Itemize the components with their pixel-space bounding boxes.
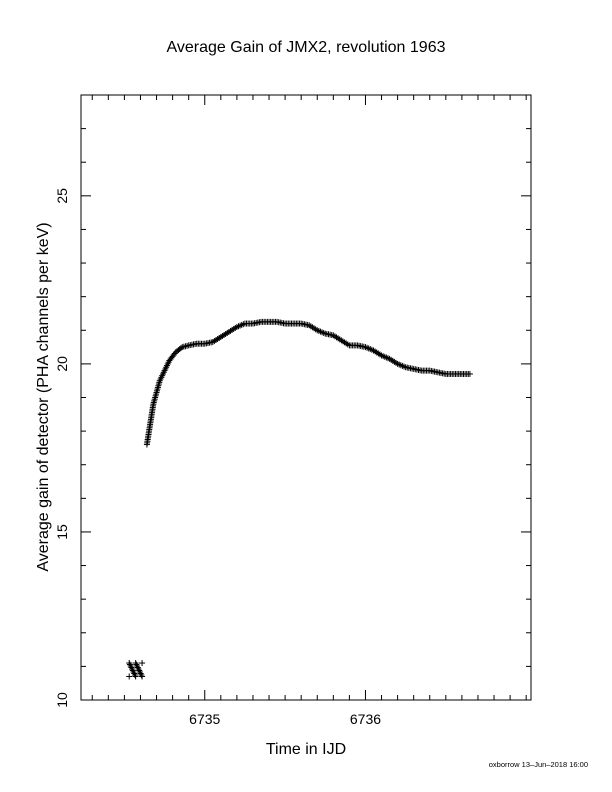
data-point <box>131 670 138 677</box>
credit-footer: oxborrow 13–Jun–2018 16:00 <box>489 760 588 769</box>
data-point <box>136 667 143 674</box>
data-point <box>466 370 473 377</box>
data-point <box>126 673 133 680</box>
data-point <box>132 660 139 667</box>
data-point <box>138 671 145 678</box>
data-point <box>139 660 146 667</box>
data-point <box>139 673 146 680</box>
y-tick-label: 10 <box>54 692 70 708</box>
data-point <box>133 661 140 668</box>
x-tick-label: 6735 <box>189 711 220 727</box>
chart-title: Average Gain of JMX2, revolution 1963 <box>167 39 446 56</box>
x-axis: 6735 6736 <box>91 95 527 727</box>
data-point <box>177 345 184 352</box>
data-point <box>135 666 142 673</box>
x-axis-label: Time in IJD <box>266 741 346 758</box>
data-point <box>128 664 135 671</box>
data-point <box>136 668 143 675</box>
data-points <box>126 318 473 680</box>
data-point <box>126 660 133 667</box>
data-point <box>127 663 134 670</box>
data-point <box>134 663 141 670</box>
data-point <box>131 671 138 678</box>
data-point <box>126 661 133 668</box>
y-tick-label: 20 <box>54 356 70 372</box>
y-axis: 10 15 20 25 <box>54 94 531 708</box>
data-point <box>132 673 139 680</box>
x-tick-label: 6736 <box>350 711 381 727</box>
y-tick-label: 25 <box>54 188 70 204</box>
data-point <box>134 664 141 671</box>
data-point <box>129 667 136 674</box>
plot-frame <box>80 94 532 701</box>
y-tick-label: 15 <box>54 524 70 540</box>
data-point <box>130 668 137 675</box>
data-point <box>129 666 136 673</box>
y-axis-label: Average gain of detector (PHA channels p… <box>35 222 52 571</box>
data-point <box>137 670 144 677</box>
